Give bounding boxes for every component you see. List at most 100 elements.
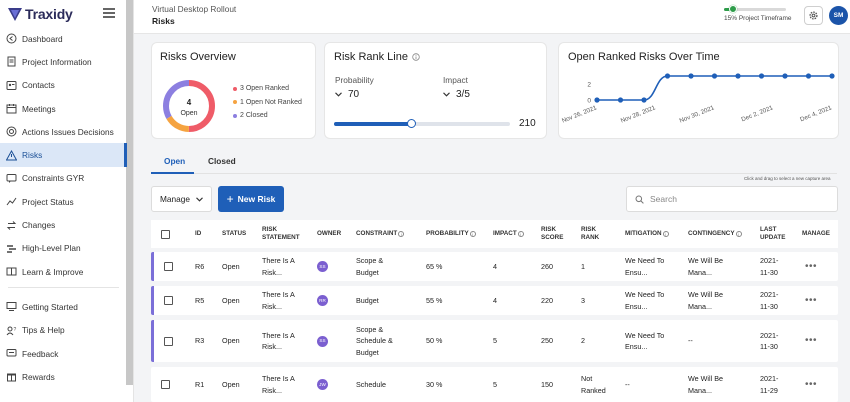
info-icon[interactable]: [412, 53, 420, 61]
info-icon[interactable]: i: [469, 231, 476, 237]
user-avatar[interactable]: SM: [829, 6, 848, 25]
sidebar-item-changes[interactable]: Changes: [0, 213, 127, 236]
row-more-icon[interactable]: •••: [805, 335, 818, 347]
slider-fill: [334, 122, 412, 126]
sidebar-item-dashboard[interactable]: Dashboard: [0, 27, 127, 50]
col-mitigation[interactable]: MITIGATION i: [625, 220, 669, 248]
sidebar-item-label: High-Level Plan: [22, 243, 81, 254]
feedback-icon: [6, 349, 17, 357]
risks-overview-card: Risks Overview 4 Open 3 Open Ranked 1 Op…: [152, 43, 315, 138]
legend-dot: [233, 113, 237, 118]
probability-select[interactable]: 70: [335, 89, 359, 100]
table-row[interactable]: R1 Open There Is A Risk... JW Schedule 3…: [151, 367, 838, 402]
row-checkbox[interactable]: [164, 336, 173, 346]
cell-risk-statement[interactable]: There Is A Risk...: [262, 374, 295, 395]
sidebar-item-high-level-plan[interactable]: High-Level Plan: [0, 237, 127, 260]
sidebar-nav: Dashboard Project Information Contacts M…: [0, 27, 127, 388]
manage-dropdown[interactable]: Manage: [151, 186, 212, 212]
search-box[interactable]: [626, 186, 838, 212]
x-tick-label: Dec 2, 2021: [740, 104, 774, 123]
cell-status: Open: [222, 295, 240, 305]
impact-select[interactable]: 3/5: [443, 89, 470, 100]
cell-last-update: 2021-11-29: [760, 374, 779, 395]
table-row[interactable]: R3 Open There Is A Risk... SS Scope & Sc…: [151, 320, 838, 362]
plus-icon: +: [226, 192, 234, 206]
select-all-checkbox-cell[interactable]: [161, 220, 170, 248]
info-icon[interactable]: i: [735, 231, 742, 237]
tab-closed[interactable]: Closed: [208, 156, 236, 166]
col-risk-score[interactable]: RISK SCORE: [541, 226, 564, 241]
sidebar-item-project-status[interactable]: Project Status: [0, 190, 127, 213]
project-name[interactable]: Virtual Desktop Rollout: [152, 4, 237, 14]
menu-toggle-icon[interactable]: [103, 8, 115, 18]
sidebar-item-rewards[interactable]: Rewards: [0, 365, 127, 388]
col-risk-rank[interactable]: RISK RANK: [581, 226, 600, 241]
chevron-down-icon: [443, 92, 450, 97]
sidebar-item-contacts[interactable]: Contacts: [0, 74, 127, 97]
info-icon[interactable]: i: [662, 231, 669, 237]
row-more-icon[interactable]: •••: [805, 260, 818, 272]
select-all-checkbox[interactable]: [161, 229, 170, 239]
col-impact[interactable]: IMPACT i: [493, 220, 524, 248]
col-contingency[interactable]: CONTINGENCY i: [688, 220, 742, 248]
col-last-update[interactable]: LAST UPDATE: [760, 226, 786, 241]
col-probability[interactable]: PROBABILITY i: [426, 220, 476, 248]
cell-risk-statement[interactable]: There Is A Risk...: [262, 330, 295, 351]
sidebar-item-label: Tips & Help: [22, 325, 65, 336]
cell-risk-statement[interactable]: There Is A Risk...: [262, 256, 295, 277]
row-checkbox-cell[interactable]: [164, 252, 173, 281]
row-checkbox[interactable]: [164, 262, 173, 271]
risk-rank-slider[interactable]: [334, 119, 510, 128]
col-constraint[interactable]: CONSTRAINT i: [356, 220, 405, 248]
owner-avatar[interactable]: SS: [317, 261, 328, 272]
col-id[interactable]: ID: [195, 230, 202, 238]
sidebar-item-risks[interactable]: Risks: [0, 143, 127, 168]
sidebar-item-learn-improve[interactable]: Learn & Improve: [0, 260, 127, 283]
table-row[interactable]: R6 Open There Is A Risk... SS Scope & Bu…: [151, 252, 838, 281]
warning-icon: [6, 149, 17, 161]
sidebar-item-actions-issues-decisions[interactable]: Actions Issues Decisions: [0, 120, 127, 143]
svg-text:?: ?: [14, 327, 17, 333]
timeframe-fill: [724, 8, 734, 11]
sidebar-item-getting-started[interactable]: Getting Started: [0, 295, 127, 318]
data-point: [758, 73, 765, 79]
slider-handle[interactable]: [406, 119, 416, 128]
risk-rank-line-title: Risk Rank Line: [334, 51, 408, 63]
owner-avatar[interactable]: JW: [317, 379, 328, 390]
col-risk-statement[interactable]: RISK STATEMENT: [262, 226, 300, 241]
sidebar-item-tips-help[interactable]: ? Tips & Help: [0, 319, 127, 342]
table-row[interactable]: R5 Open There Is A Risk... RR Budget 55 …: [151, 286, 838, 315]
donut-slice: [163, 80, 215, 132]
cell-risk-rank: 3: [581, 295, 585, 305]
settings-button[interactable]: [804, 6, 823, 25]
chevron-down-icon: [196, 196, 203, 202]
row-more-icon[interactable]: •••: [805, 378, 818, 390]
owner-avatar[interactable]: SS: [317, 335, 328, 347]
info-icon[interactable]: i: [398, 231, 405, 237]
dashboard-icon: [6, 33, 17, 44]
cell-mitigation: We Need To Ensu...: [625, 330, 665, 351]
col-owner[interactable]: OWNER: [317, 230, 342, 238]
owner-avatar[interactable]: RR: [317, 295, 328, 306]
info-icon[interactable]: i: [517, 231, 524, 237]
cell-probability: 65 %: [426, 261, 443, 271]
row-checkbox-cell[interactable]: [161, 367, 170, 402]
cell-risk-statement[interactable]: There Is A Risk...: [262, 290, 295, 311]
sidebar-item-meetings[interactable]: Meetings: [0, 97, 127, 120]
row-checkbox-cell[interactable]: [164, 320, 173, 362]
plan-icon: [7, 245, 16, 253]
sidebar-scrollbar[interactable]: [126, 0, 133, 385]
new-risk-button[interactable]: + New Risk: [218, 186, 284, 212]
tab-open[interactable]: Open: [164, 156, 186, 166]
row-more-icon[interactable]: •••: [805, 294, 818, 306]
sidebar-item-feedback[interactable]: Feedback: [0, 342, 127, 365]
row-checkbox[interactable]: [161, 380, 170, 389]
sidebar-item-project-information[interactable]: Project Information: [0, 50, 127, 73]
app-logo[interactable]: Traxidy: [8, 6, 73, 22]
col-status[interactable]: STATUS: [222, 230, 247, 238]
impact-value: 3/5: [456, 89, 470, 100]
row-checkbox-cell[interactable]: [164, 286, 173, 315]
sidebar-item-constraints-gyr[interactable]: Constraints GYR: [0, 167, 127, 190]
row-checkbox[interactable]: [164, 296, 173, 305]
search-input[interactable]: [650, 194, 830, 204]
